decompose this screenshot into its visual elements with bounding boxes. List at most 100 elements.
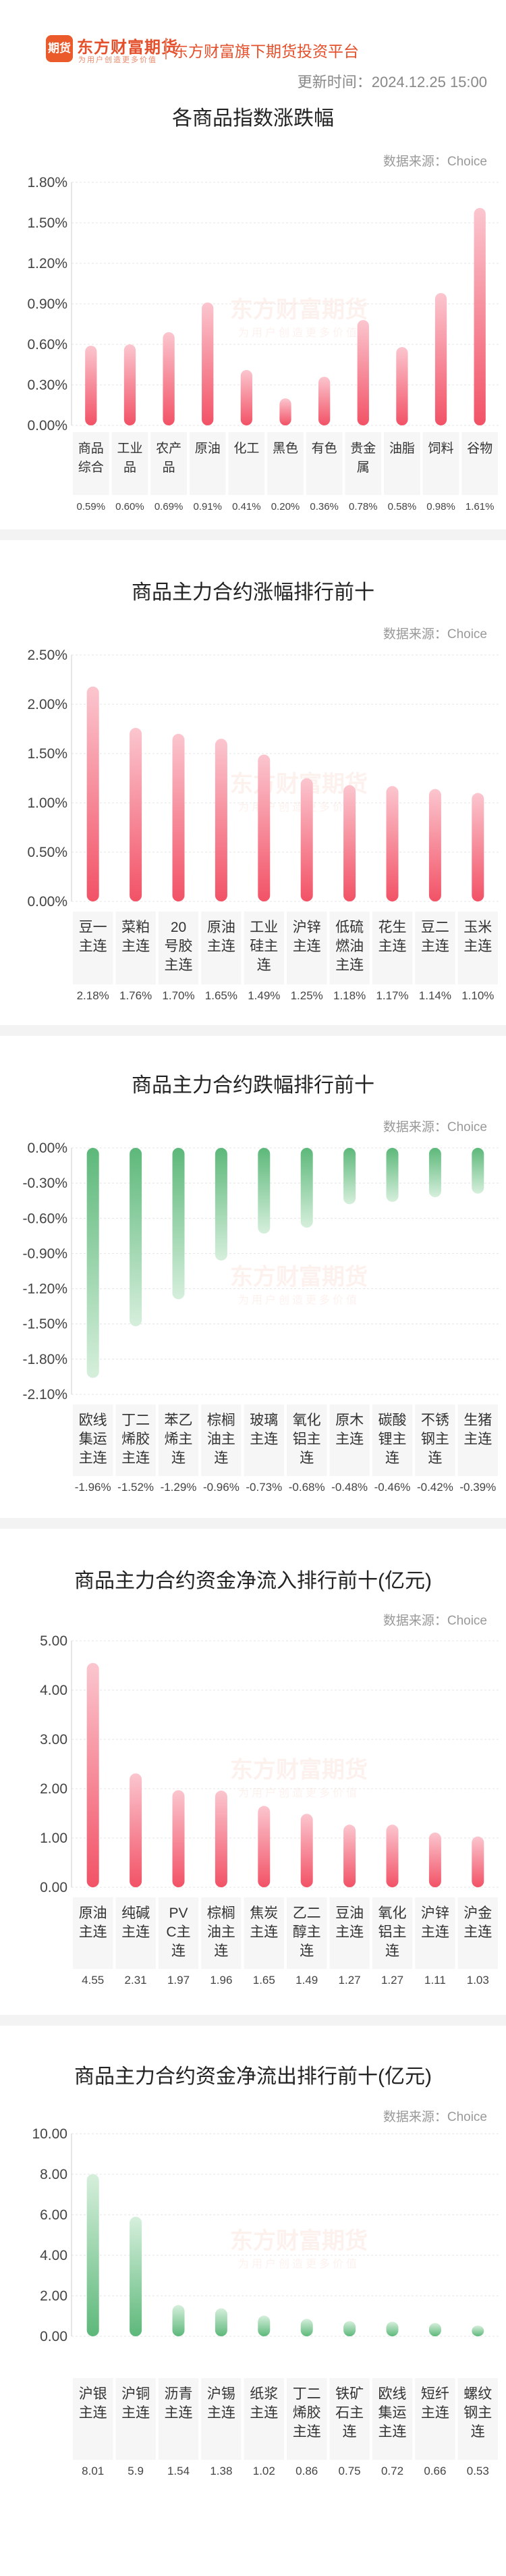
category-label-box [73, 1404, 113, 1476]
value-label: 1.96 [210, 1974, 232, 1987]
y-tick-label: 1.00% [27, 795, 67, 811]
category-label: 铝主 [378, 1924, 407, 1940]
y-tick-label: 8.00 [40, 2167, 67, 2182]
category-label-box [244, 1404, 284, 1476]
bar [343, 1824, 356, 1887]
bar [86, 1662, 99, 1887]
category-label-box [201, 1404, 242, 1476]
value-label: 0.69% [154, 501, 184, 512]
category-label: 主连 [378, 939, 407, 954]
y-tick-label: 0.00% [27, 418, 67, 433]
chart-section-5: 商品主力合约资金净流出排行前十(亿元) 数据来源：Choice 东方财富期货 为用… [0, 2032, 506, 2576]
category-label: 综合 [78, 460, 104, 475]
bar [343, 785, 356, 901]
value-label: 1.27 [339, 1974, 361, 1987]
category-label: 棕榈 [207, 1413, 235, 1428]
category-label: 原木 [335, 1413, 364, 1428]
value-label: 0.66 [424, 2465, 446, 2477]
category-label: 丁二 [293, 2386, 321, 2402]
logo-icon: 期货 [46, 35, 73, 62]
value-label: 1.54 [167, 2465, 190, 2477]
category-label: 黑色 [273, 441, 298, 456]
bar [240, 370, 253, 425]
category-label: 沪锌 [293, 920, 321, 935]
value-label: 1.18% [333, 989, 366, 1002]
value-label: 1.65% [205, 989, 237, 1002]
value-label: 1.49% [248, 989, 280, 1002]
category-label-box [73, 1897, 113, 1969]
y-tick-label: -0.90% [22, 1246, 67, 1261]
category-label-box [244, 912, 284, 984]
bar [396, 347, 408, 425]
bar [86, 2174, 99, 2336]
value-label: 1.97 [167, 1974, 190, 1987]
category-label: 欧线 [79, 1413, 107, 1428]
category-label: 沪锡 [207, 2386, 235, 2402]
category-label-box [244, 2378, 284, 2460]
category-label: 主连 [335, 957, 364, 973]
category-label: 螺纹 [463, 2386, 492, 2402]
category-label: 石主 [335, 2405, 364, 2421]
y-tick-label: 0.00% [27, 894, 67, 910]
category-label-box [73, 432, 109, 495]
chart-section-4: 商品主力合约资金净流入排行前十(亿元) 数据来源：Choice 东方财富期货 为用… [0, 1533, 506, 2005]
category-label-box [158, 2378, 199, 2460]
category-label-box [306, 432, 343, 495]
y-tick-label: 0.30% [27, 377, 67, 393]
category-label: 主连 [165, 957, 193, 973]
value-label: 1.10% [461, 989, 494, 1002]
category-label: 集运 [378, 2405, 407, 2421]
category-label: C主 [166, 1924, 190, 1940]
bar [258, 2315, 271, 2336]
category-label: 主连 [121, 2405, 150, 2421]
category-label: 钢主 [421, 1431, 449, 1447]
category-label: 棕榈 [207, 1905, 235, 1921]
bar [123, 344, 136, 425]
category-label: 豆油 [335, 1905, 364, 1921]
bar [343, 2321, 356, 2336]
category-label: 菜粕 [121, 920, 150, 935]
category-label-box [329, 912, 370, 984]
value-label: 0.41% [232, 501, 261, 512]
y-tick-label: 10.00 [32, 2126, 67, 2142]
category-label-box [415, 1897, 455, 1969]
category-label: 氧化 [378, 1905, 407, 1921]
category-label: 花生 [378, 920, 407, 935]
y-tick-label: 0.50% [27, 845, 67, 860]
category-label: 连 [300, 1450, 314, 1466]
bar [86, 686, 99, 901]
category-label-box [457, 2378, 498, 2460]
section-divider [0, 529, 506, 540]
value-label: 8.01 [82, 2465, 104, 2477]
category-label: 农产 [156, 441, 181, 456]
bar [300, 778, 313, 901]
category-label-box [115, 1404, 156, 1476]
y-tick-label: 0.00 [40, 2329, 67, 2344]
category-label: 主连 [121, 1924, 150, 1940]
y-tick-label: -0.60% [22, 1211, 67, 1226]
category-label: 锂主 [378, 1431, 407, 1447]
category-label: 油主 [207, 1431, 235, 1447]
bar [428, 789, 441, 901]
chart-source: 数据来源：Choice [383, 2110, 487, 2124]
value-label: -0.48% [331, 1481, 368, 1494]
category-label-box [267, 432, 304, 495]
value-label: 0.75 [339, 2465, 361, 2477]
category-label-box [115, 912, 156, 984]
category-label: 原油 [207, 920, 235, 935]
category-label-box [287, 1404, 327, 1476]
bar [434, 293, 447, 425]
y-tick-label: 4.00 [40, 1683, 67, 1698]
category-label-box [115, 1897, 156, 1969]
category-label-box [158, 1897, 199, 1969]
value-label: 1.02 [253, 2465, 275, 2477]
category-label: 主连 [463, 939, 492, 954]
bar [258, 1806, 271, 1887]
bar [85, 346, 97, 425]
category-label: 品 [163, 461, 175, 475]
header-divider [165, 38, 167, 59]
bar [472, 1836, 484, 1887]
watermark-name: 东方财富期货 [230, 1757, 368, 1783]
